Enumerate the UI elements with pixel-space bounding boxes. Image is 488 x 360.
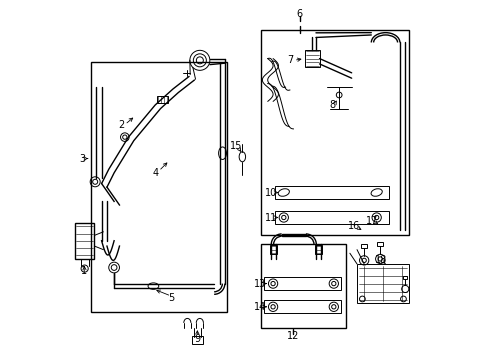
Text: 6: 6 bbox=[296, 9, 302, 19]
Text: 8: 8 bbox=[328, 100, 334, 110]
Bar bbox=[269, 246, 276, 254]
Bar bbox=[377, 242, 382, 247]
Text: 4: 4 bbox=[152, 168, 158, 178]
Text: 18: 18 bbox=[374, 255, 386, 265]
Bar bbox=[314, 246, 322, 254]
Bar bbox=[264, 277, 340, 290]
Bar bbox=[402, 276, 407, 279]
Text: 1: 1 bbox=[81, 266, 87, 276]
Bar bbox=[305, 50, 319, 67]
Text: 5: 5 bbox=[168, 293, 174, 303]
Text: 15: 15 bbox=[229, 141, 242, 151]
Text: 12: 12 bbox=[286, 332, 298, 342]
Text: 14: 14 bbox=[254, 302, 266, 312]
Bar bbox=[264, 300, 340, 313]
Bar bbox=[75, 223, 94, 258]
Text: 9: 9 bbox=[194, 334, 200, 344]
Text: 10: 10 bbox=[264, 188, 277, 198]
Bar bbox=[356, 264, 408, 303]
Text: 13: 13 bbox=[254, 279, 266, 289]
Bar bbox=[191, 337, 203, 344]
Bar bbox=[274, 211, 388, 224]
Bar bbox=[260, 30, 408, 235]
Bar bbox=[260, 244, 346, 328]
Text: 11: 11 bbox=[264, 212, 277, 222]
Bar bbox=[274, 186, 388, 199]
Text: 3: 3 bbox=[79, 154, 85, 163]
Text: 7: 7 bbox=[286, 55, 293, 65]
Text: 2: 2 bbox=[118, 120, 124, 130]
Text: 16: 16 bbox=[347, 221, 360, 231]
Bar bbox=[157, 96, 167, 103]
Text: 17: 17 bbox=[366, 216, 378, 226]
Bar bbox=[91, 62, 226, 312]
Bar bbox=[361, 244, 366, 248]
